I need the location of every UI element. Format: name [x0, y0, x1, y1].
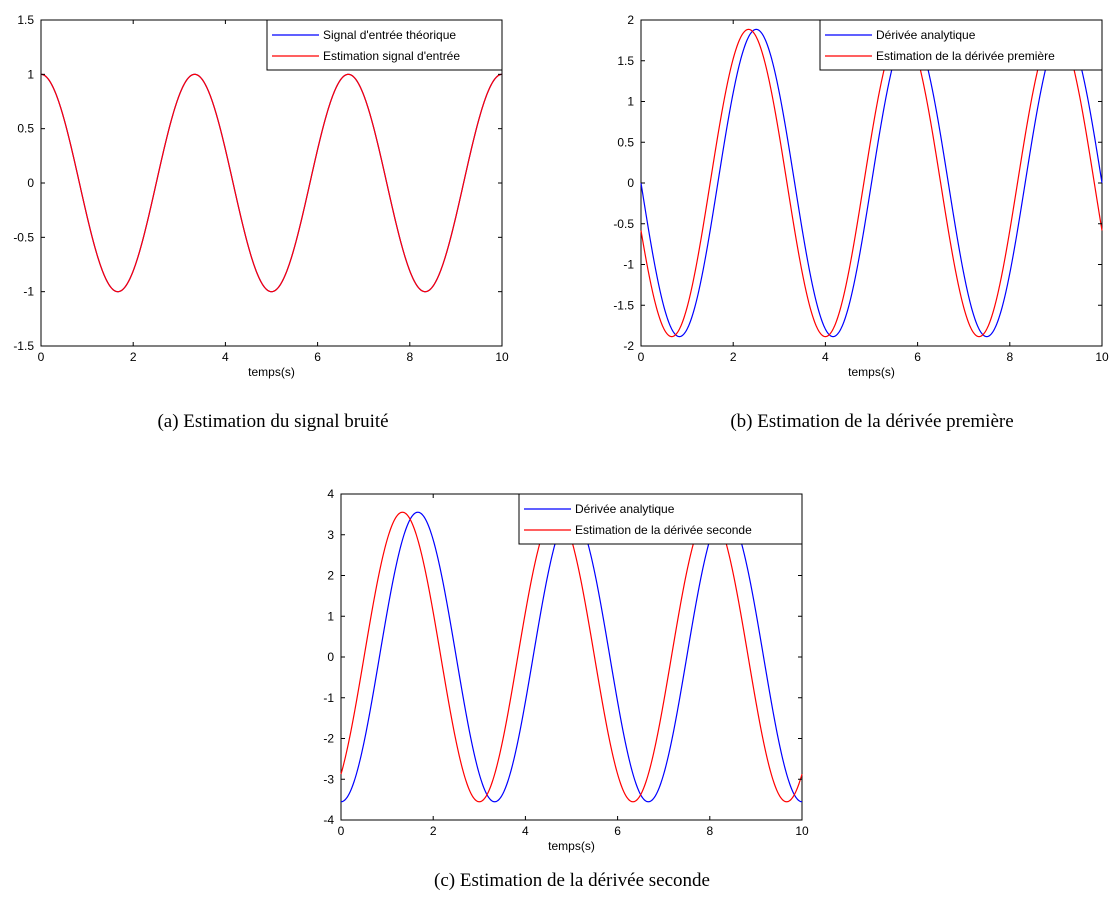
y-tick-label-c-3: -1	[323, 691, 334, 705]
x-tick-label-b-1: 2	[730, 350, 737, 364]
legend-box-a	[266, 19, 503, 71]
chart-c: 0 2 4 6 8 10 -4 -3 -2 -1 0 1 2 3 4 temps(s) Dérivée anal…	[323, 487, 809, 853]
y-tick-label-c-5: 1	[327, 609, 334, 623]
y-tick-label-a-1: -1	[23, 285, 34, 299]
legend-label-c-0: Dérivée analytique	[575, 502, 675, 516]
y-tick-label-b-5: 0.5	[617, 135, 634, 149]
x-tick-label-a-5: 10	[495, 350, 509, 364]
x-tick-label-a-2: 4	[222, 350, 229, 364]
x-tick-label-c-1: 2	[430, 824, 437, 838]
y-tick-label-b-7: 1.5	[617, 54, 634, 68]
legend-label-b-0: Dérivée analytique	[876, 28, 976, 42]
series-line-b-0	[640, 28, 1103, 338]
y-tick-label-b-1: -1.5	[613, 298, 634, 312]
caption-b: (b) Estimation de la dérivée première	[730, 411, 1014, 432]
y-tick-label-b-4: 0	[627, 176, 634, 190]
y-tick-label-a-3: 0	[27, 176, 34, 190]
x-tick-label-c-5: 10	[795, 824, 809, 838]
x-tick-label-a-3: 6	[314, 350, 321, 364]
x-tick-label-a-4: 8	[406, 350, 413, 364]
y-tick-label-a-2: -0.5	[13, 230, 34, 244]
x-tick-label-b-4: 8	[1006, 350, 1013, 364]
x-tick-label-b-3: 6	[914, 350, 921, 364]
x-tick-label-a-0: 0	[38, 350, 45, 364]
x-tick-label-c-2: 4	[522, 824, 529, 838]
plot-area-c	[340, 493, 803, 821]
legend-label-c-1: Estimation de la dérivée seconde	[575, 523, 752, 537]
y-tick-label-c-1: -3	[323, 772, 334, 786]
y-tick-label-c-4: 0	[327, 650, 334, 664]
y-tick-label-b-0: -2	[623, 339, 634, 353]
x-tick-label-b-2: 4	[822, 350, 829, 364]
y-tick-label-c-2: -2	[323, 732, 334, 746]
legend-c: Dérivée analytique Estimation de la dériv…	[518, 493, 803, 545]
x-axis-label-b: temps(s)	[848, 365, 895, 379]
y-tick-label-b-6: 1	[627, 95, 634, 109]
series-line-a-1	[40, 73, 503, 293]
x-tick-label-a-1: 2	[130, 350, 137, 364]
y-tick-label-a-0: -1.5	[13, 339, 34, 353]
caption-c: (c) Estimation de la dérivée seconde	[434, 870, 710, 891]
y-tick-label-b-8: 2	[627, 13, 634, 27]
legend-box-b	[819, 19, 1103, 71]
x-axis-label-c: temps(s)	[548, 839, 595, 853]
legend-label-b-1: Estimation de la dérivée première	[876, 49, 1055, 63]
legend-box-c	[518, 493, 803, 545]
x-tick-label-c-3: 6	[614, 824, 621, 838]
legend-b: Dérivée analytique Estimation de la dériv…	[819, 19, 1103, 71]
y-tick-label-a-5: 1	[27, 67, 34, 81]
x-tick-label-c-4: 8	[706, 824, 713, 838]
legend-label-a-0: Signal d'entrée théorique	[323, 28, 456, 42]
chart-a: 0 2 4 6 8 10 -1.5 -1 -0.5 0 0.5 1 1.5 temps(s) Signal …	[13, 13, 509, 379]
x-axis-label-a: temps(s)	[248, 365, 295, 379]
y-tick-label-c-6: 2	[327, 569, 334, 583]
y-tick-label-c-8: 4	[327, 487, 334, 501]
caption-a: (a) Estimation du signal bruité	[157, 411, 389, 432]
chart-b: 0 2 4 6 8 10 -2 -1.5 -1 -0.5 0 0.5 1 1.5 2 temps(s) Déri…	[613, 13, 1109, 379]
x-tick-label-b-5: 10	[1095, 350, 1109, 364]
y-tick-label-c-7: 3	[327, 528, 334, 542]
y-tick-label-a-4: 0.5	[17, 122, 34, 136]
y-tick-label-c-0: -4	[323, 813, 334, 827]
y-tick-label-b-2: -1	[623, 258, 634, 272]
legend-a: Signal d'entrée théorique Estimation sign…	[266, 19, 503, 71]
y-tick-label-b-3: -0.5	[613, 217, 634, 231]
x-tick-label-c-0: 0	[338, 824, 345, 838]
x-tick-label-b-0: 0	[638, 350, 645, 364]
y-tick-label-a-6: 1.5	[17, 13, 34, 27]
legend-label-a-1: Estimation signal d'entrée	[323, 49, 460, 63]
series-line-b-1	[640, 28, 1103, 338]
